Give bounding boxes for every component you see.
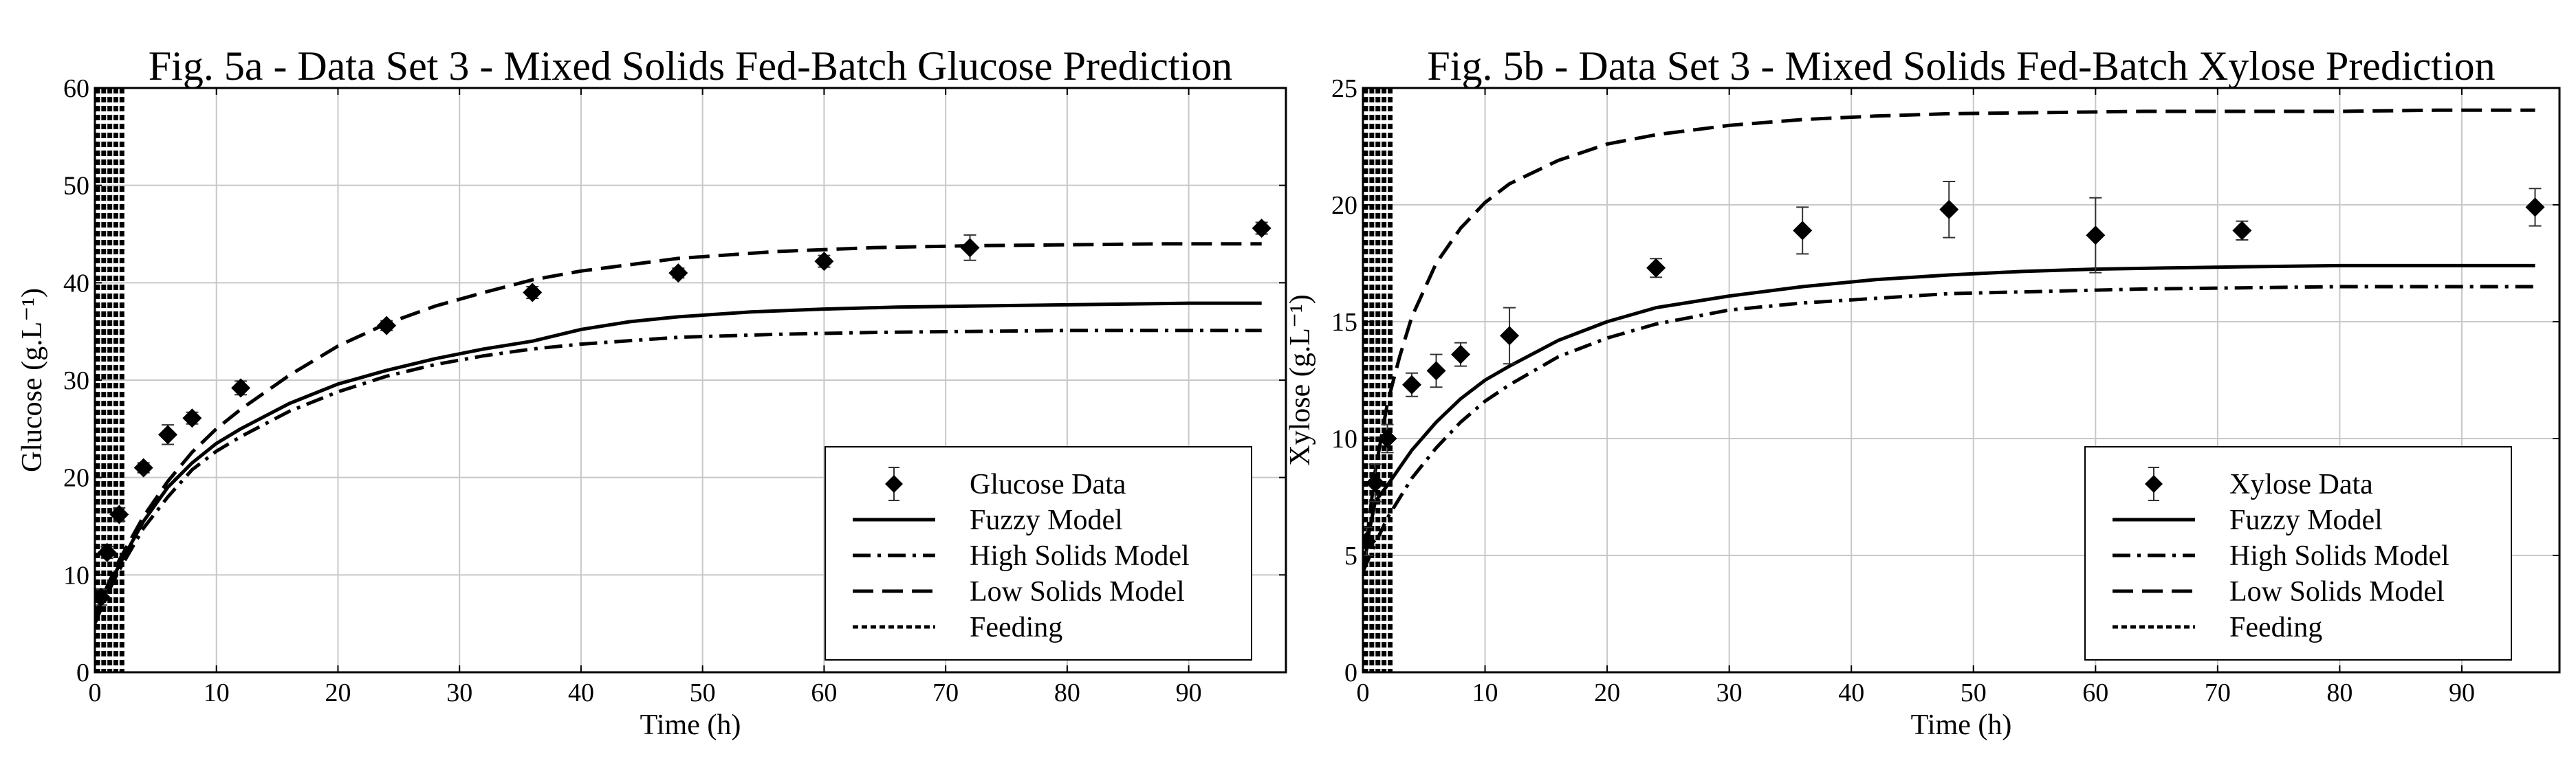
legend-label: Fuzzy Model [970,505,1123,536]
x-tick-label: 40 [1838,678,1864,707]
x-axis-label: Time (h) [640,709,741,741]
data-point-marker [960,238,980,258]
legend-label: Xylose Data [2229,469,2373,500]
y-tick-label: 20 [1331,191,1357,220]
data-point-marker [1365,473,1385,493]
x-tick-label: 0 [89,678,102,707]
x-tick-label: 80 [2326,678,2353,707]
data-point-marker [1451,344,1471,364]
plot-area [95,88,1271,672]
y-tick-label: 60 [63,74,89,103]
data-point-marker [668,263,688,283]
data-point-marker [133,458,153,478]
y-tick-label: 20 [63,464,89,493]
x-tick-label: 60 [811,678,837,707]
x-tick-label: 40 [568,678,594,707]
data-point-marker [231,378,251,398]
y-tick-label: 0 [1344,659,1357,687]
data-point-marker [1252,219,1271,238]
xylose-chart: Fig. 5b - Data Set 3 - Mixed Solids Fed-… [1285,43,2561,741]
legend-label: Low Solids Model [970,576,1185,608]
data-point-marker [2086,225,2106,245]
y-tick-label: 40 [63,269,89,298]
data-point-marker [1402,375,1422,395]
plot-area [1363,88,2545,672]
series-low-solids-model [1363,108,2535,573]
y-tick-label: 15 [1331,308,1357,337]
legend-label: Glucose Data [970,469,1126,500]
data-point-marker [109,505,129,524]
legend-label: High Solids Model [2229,540,2449,572]
series-high-solids-model [1363,285,2535,573]
x-tick-label: 90 [1176,678,1202,707]
data-point-marker [95,587,111,607]
x-tick-label: 0 [1357,678,1370,707]
y-tick-label: 10 [63,561,89,590]
series-low-solids-model [95,242,1262,619]
y-tick-label: 30 [63,366,89,395]
x-tick-label: 50 [1961,678,1987,707]
legend: Glucose Data Fuzzy Model High Solids Model… [825,446,1252,661]
data-point-marker [1939,199,1959,219]
y-tick-label: 0 [76,659,89,687]
data-point-marker [97,542,117,562]
plot-frame [94,87,1287,674]
series-fuzzy-model [95,301,1262,615]
data-point-marker [377,316,397,335]
data-point-marker [1793,221,1813,241]
legend-marker [2145,475,2163,493]
y-tick-label: 5 [1344,542,1357,571]
x-tick-label: 80 [1054,678,1080,707]
data-point-marker [2525,197,2545,217]
y-tick-label: 50 [63,172,89,201]
legend-marker [885,475,903,493]
legend-label: High Solids Model [970,540,1190,572]
x-tick-label: 30 [1716,678,1743,707]
series-high-solids-model [95,329,1262,625]
x-tick-label: 50 [690,678,716,707]
data-point-marker [2232,221,2252,241]
x-tick-label: 90 [2449,678,2475,707]
y-axis-label: Xylose (g.L⁻¹) [1285,294,1316,465]
data-point-marker [814,252,834,272]
legend-label: Fuzzy Model [2229,505,2383,536]
chart-title: Fig. 5b - Data Set 3 - Mixed Solids Fed-… [1427,43,2495,89]
legend-label: Low Solids Model [2229,576,2445,608]
x-tick-label: 70 [932,678,959,707]
x-tick-label: 70 [2205,678,2231,707]
data-point-marker [1500,326,1520,346]
series-fuzzy-model [1363,263,2535,575]
data-point-marker [1377,429,1397,448]
glucose-chart: Fig. 5a - Data Set 3 - Mixed Solids Fed-… [17,43,1287,741]
x-axis-label: Time (h) [1911,709,2012,741]
data-point-marker [182,408,202,428]
x-tick-label: 10 [1472,678,1498,707]
y-axis-label: Glucose (g.L⁻¹) [17,288,48,472]
data-point-marker [1426,361,1446,381]
data-point-marker [523,283,543,302]
y-tick-label: 25 [1331,74,1357,103]
legend-label: Feeding [970,612,1062,643]
data-point-marker [1646,258,1666,278]
legend: Xylose Data Fuzzy Model High Solids Model L… [2084,446,2512,661]
y-tick-label: 10 [1331,425,1357,454]
plot-frame [1362,87,2561,674]
legend-label: Feeding [2229,612,2322,643]
data-point-marker [1363,531,1377,551]
x-tick-label: 20 [325,678,351,707]
x-tick-label: 60 [2082,678,2108,707]
x-tick-label: 20 [1594,678,1620,707]
x-tick-label: 10 [204,678,230,707]
data-point-marker [158,425,178,445]
x-tick-label: 30 [446,678,472,707]
chart-title: Fig. 5a - Data Set 3 - Mixed Solids Fed-… [149,43,1232,89]
